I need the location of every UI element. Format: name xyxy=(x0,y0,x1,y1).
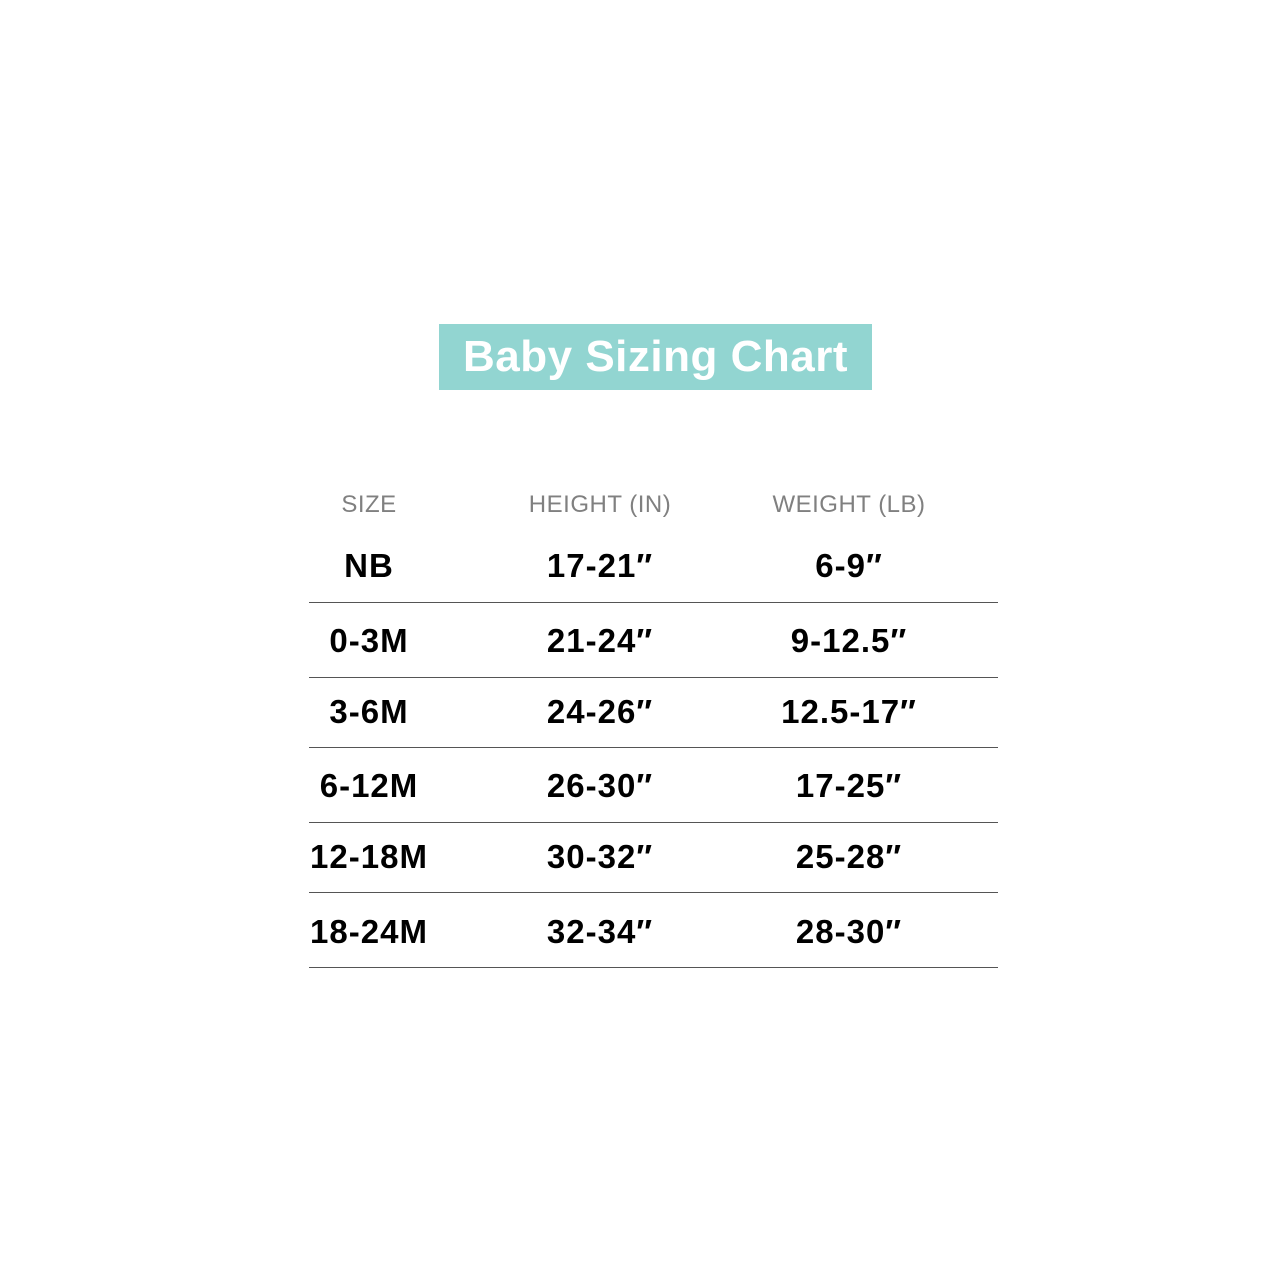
cell-height: 32-34″ xyxy=(546,913,654,950)
page-title: Baby Sizing Chart xyxy=(463,332,848,381)
row-divider xyxy=(309,822,998,823)
cell-weight: 6-9″ xyxy=(815,547,883,584)
cell-weight: 25-28″ xyxy=(795,838,903,875)
cell-size: 18-24M xyxy=(310,913,428,950)
cell-size: 3-6M xyxy=(329,693,409,730)
column-header-weight: WEIGHT (LB) xyxy=(772,491,926,518)
cell-size: NB xyxy=(344,547,394,584)
cell-size: 12-18M xyxy=(310,838,428,875)
title-banner: Baby Sizing Chart xyxy=(439,324,872,390)
row-divider xyxy=(309,747,998,748)
cell-height: 21-24″ xyxy=(546,622,654,659)
row-divider xyxy=(309,677,998,678)
cell-weight: 17-25″ xyxy=(795,767,903,804)
row-divider xyxy=(309,967,998,968)
cell-height: 26-30″ xyxy=(546,767,654,804)
row-divider xyxy=(309,892,998,893)
row-divider xyxy=(309,602,998,603)
cell-height: 24-26″ xyxy=(546,693,654,730)
cell-size: 0-3M xyxy=(329,622,409,659)
cell-height: 17-21″ xyxy=(546,547,654,584)
cell-weight: 9-12.5″ xyxy=(790,622,908,659)
column-header-size: SIZE xyxy=(341,491,397,518)
column-header-height: HEIGHT (IN) xyxy=(528,491,672,518)
cell-size: 6-12M xyxy=(319,767,419,804)
cell-weight: 28-30″ xyxy=(795,913,903,950)
cell-height: 30-32″ xyxy=(546,838,654,875)
cell-weight: 12.5-17″ xyxy=(781,693,917,730)
